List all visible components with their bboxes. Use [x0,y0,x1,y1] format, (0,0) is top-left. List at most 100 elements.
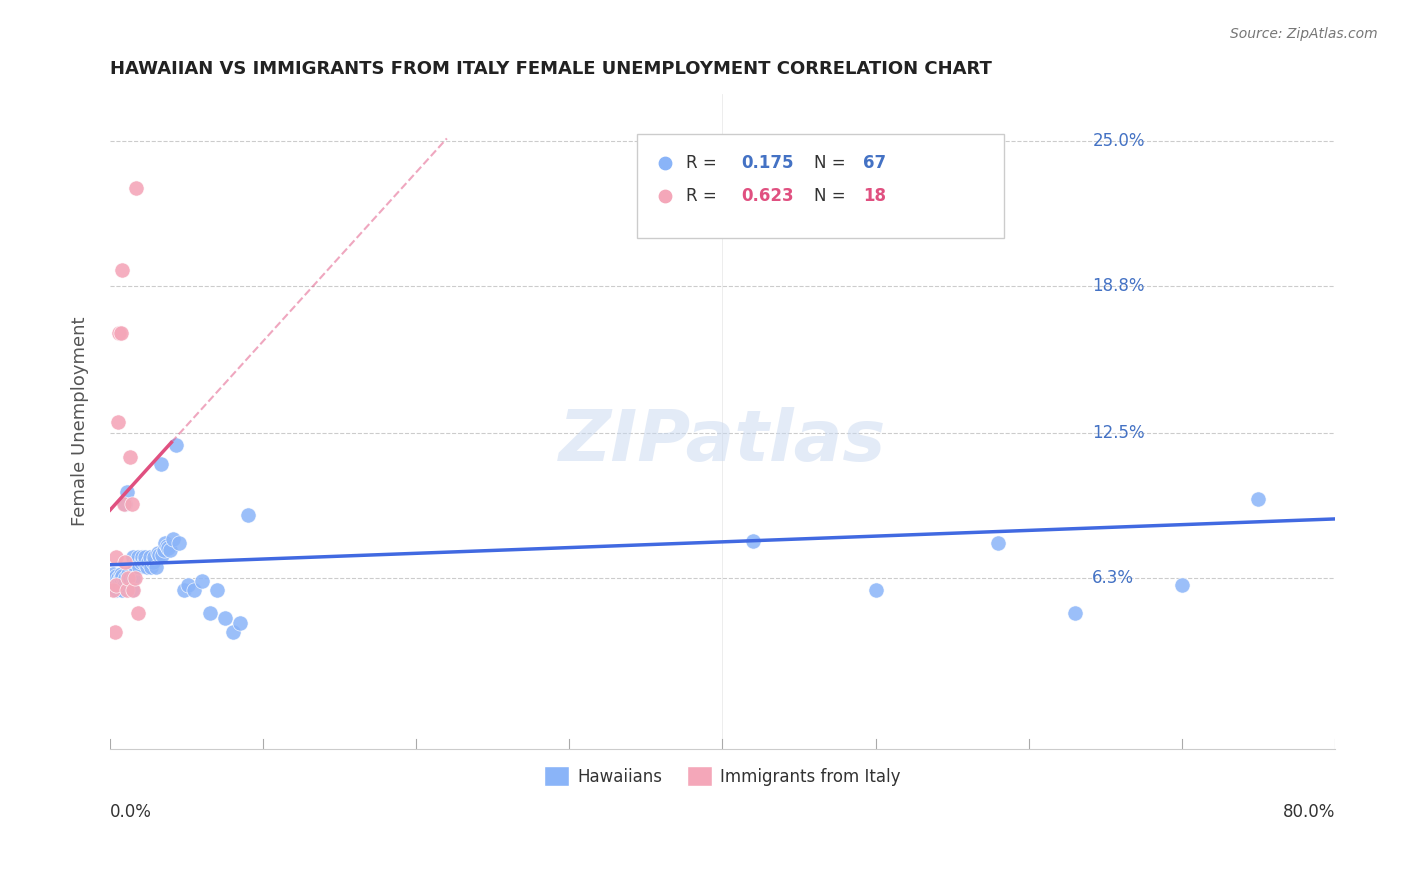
Point [122,571,145,585]
Legend: Hawaiians, Immigrants from Italy: Hawaiians, Immigrants from Italy [537,759,908,793]
Point [104,574,127,588]
Point [145,559,167,574]
Point [132,555,155,569]
Text: ZIPatlas: ZIPatlas [558,407,886,476]
Point [156,539,179,553]
Point [121,497,143,511]
Point [149,457,172,471]
Point [191,574,214,588]
Point [124,571,146,585]
Point [125,181,148,195]
Point [127,607,149,621]
Text: 18: 18 [863,187,886,205]
Point [129,555,152,569]
Point [127,550,149,565]
Point [138,555,160,569]
Text: Source: ZipAtlas.com: Source: ZipAtlas.com [1230,27,1378,41]
Point [183,583,205,598]
Point [110,326,132,340]
Point [108,574,131,588]
Y-axis label: Female Unemployment: Female Unemployment [72,317,89,526]
Point [134,550,156,565]
Point [108,578,131,592]
Text: R =: R = [686,187,721,205]
Point [229,615,252,630]
Point [121,583,143,598]
Text: HAWAIIAN VS IMMIGRANTS FROM ITALY FEMALE UNEMPLOYMENT CORRELATION CHART: HAWAIIAN VS IMMIGRANTS FROM ITALY FEMALE… [110,60,993,78]
Text: R =: R = [686,154,721,172]
Text: N =: N = [814,187,851,205]
Text: 67: 67 [863,154,886,172]
Point [104,571,127,585]
Point [108,326,131,340]
Point [105,578,128,592]
Text: 25.0%: 25.0% [1092,132,1144,150]
Text: 80.0%: 80.0% [1282,803,1334,821]
Point [157,541,180,555]
Point [122,550,145,565]
Point [110,566,132,581]
Point [167,536,190,550]
Point [681,216,703,230]
Point [122,583,145,598]
Point [117,571,139,585]
Text: 0.0%: 0.0% [110,803,152,821]
Point [112,574,135,588]
Point [131,550,153,565]
Point [114,555,136,569]
Point [115,583,138,598]
Point [236,508,259,523]
Point [148,548,170,562]
Point [987,536,1010,550]
Point [173,583,195,598]
Point [207,583,229,598]
Point [115,484,138,499]
Point [101,566,124,581]
Point [111,569,134,583]
Point [107,571,129,585]
Point [105,550,128,565]
Point [146,546,169,560]
Point [135,559,157,574]
Point [114,571,136,585]
Point [177,578,200,592]
Point [118,571,141,585]
Point [198,607,221,621]
Point [125,555,148,569]
Point [118,450,141,464]
Point [117,566,139,581]
Point [221,625,243,640]
Point [152,543,174,558]
Point [111,262,134,277]
Text: 18.8%: 18.8% [1092,277,1144,295]
Point [107,415,129,429]
Point [1170,578,1192,592]
Point [162,532,184,546]
Text: 6.3%: 6.3% [1092,569,1135,588]
Point [105,583,128,598]
Point [865,583,887,598]
Point [112,578,135,592]
Point [110,571,132,585]
Point [141,559,163,574]
Point [153,536,176,550]
Point [111,583,134,598]
Text: N =: N = [814,154,851,172]
Point [159,543,181,558]
Point [112,497,135,511]
Point [114,497,136,511]
Point [165,438,187,452]
Text: 0.175: 0.175 [741,154,793,172]
Point [742,533,765,548]
Point [105,569,128,583]
Point [214,611,236,625]
Point [1063,607,1085,621]
Point [139,550,162,565]
Text: 0.623: 0.623 [741,187,793,205]
Point [124,559,146,574]
Point [1247,491,1270,506]
Point [101,583,124,598]
Point [142,555,165,569]
Point [150,548,173,562]
Point [107,576,129,591]
